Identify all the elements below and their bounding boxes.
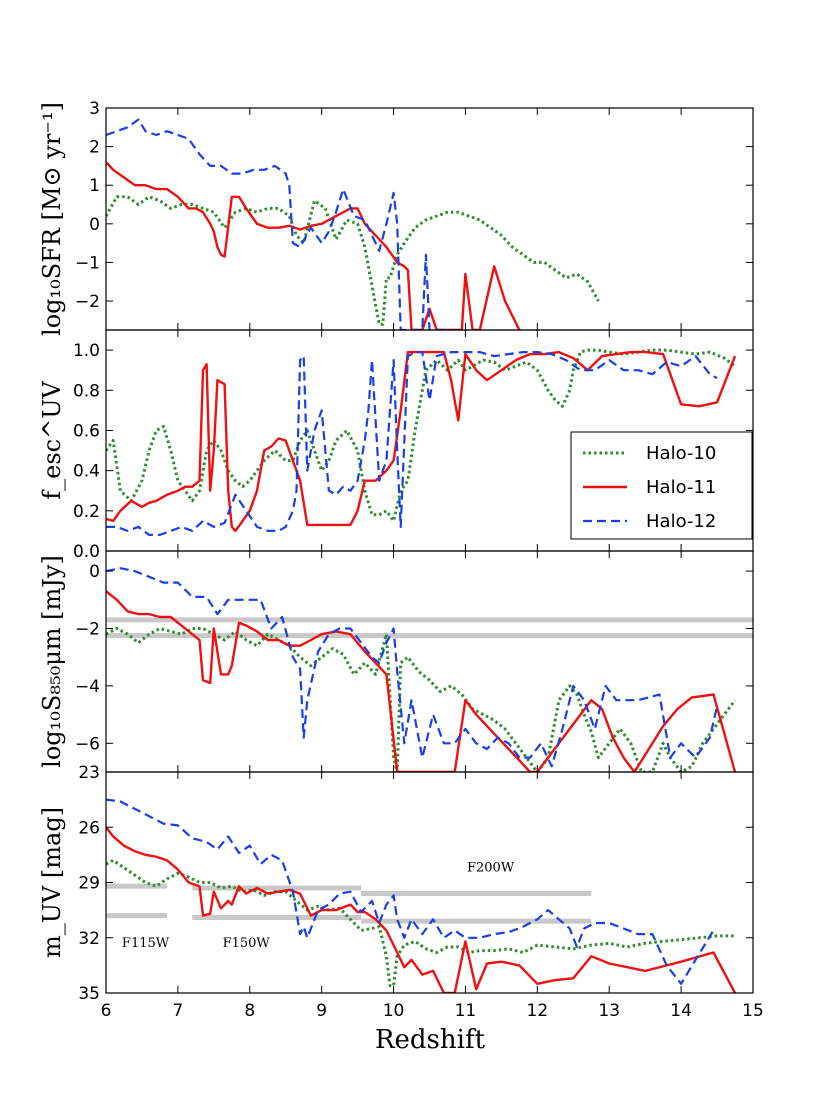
y-tick-label-fesc: 0.8 bbox=[73, 381, 100, 401]
y-tick-label-muv: 26 bbox=[78, 818, 100, 838]
x-tick-label: 8 bbox=[244, 1001, 255, 1021]
series-group-muv bbox=[106, 798, 737, 993]
y-tick-label-fesc: 0.4 bbox=[73, 462, 100, 482]
y-tick-label-fesc: 1.0 bbox=[73, 341, 100, 361]
y-tick-label-sfr: 1 bbox=[89, 176, 100, 196]
series-line-halo-11-sfr bbox=[106, 161, 521, 330]
y-tick-label-muv: 32 bbox=[78, 929, 100, 949]
x-tick-label: 7 bbox=[172, 1001, 183, 1021]
series-line-halo-12-fesc bbox=[106, 351, 718, 536]
filter-label-f115w: F115W bbox=[122, 936, 170, 951]
series-line-halo-10-muv bbox=[106, 858, 735, 988]
panel-muv: F115W F150W F200W 23 26 29 32 35 m_UV [mag] bbox=[38, 763, 754, 1004]
y-tick-label-sfr: −2 bbox=[75, 292, 100, 312]
legend-label-halo-11: Halo-11 bbox=[646, 477, 716, 498]
filter-label-f200w: F200W bbox=[467, 860, 515, 875]
x-tick-label: 15 bbox=[742, 1001, 764, 1021]
y-axis-label-sfr: log₁₀SFR [M⊙ yr⁻¹] bbox=[38, 102, 66, 336]
series-group-s850 bbox=[106, 567, 737, 772]
y-tick-label-s850: 0 bbox=[89, 562, 100, 582]
x-tick-label: 6 bbox=[101, 1001, 112, 1021]
series-group-sfr bbox=[106, 118, 600, 330]
y-axis-label-muv: m_UV [mag] bbox=[38, 807, 66, 958]
x-axis-label: Redshift bbox=[375, 1025, 486, 1055]
series-line-halo-10-sfr bbox=[106, 195, 600, 326]
x-tick-label: 11 bbox=[455, 1001, 477, 1021]
series-line-halo-12-sfr bbox=[106, 118, 444, 330]
x-tick-label: 10 bbox=[383, 1001, 405, 1021]
series-line-halo-12-muv bbox=[106, 798, 715, 985]
legend: Halo-10 Halo-11 Halo-12 bbox=[570, 431, 753, 540]
panel-sfr: 3 2 1 0 −1 −2 log₁₀SFR [M⊙ yr⁻¹] bbox=[38, 99, 754, 336]
x-tick-label: 13 bbox=[598, 1001, 620, 1021]
y-tick-label-s850: −2 bbox=[75, 619, 100, 639]
panel-fesc: 1.0 0.8 0.6 0.4 0.2 0.0 f_esc^UV bbox=[38, 329, 754, 562]
y-tick-label-fesc: 0.0 bbox=[73, 542, 100, 562]
legend-label-halo-12: Halo-12 bbox=[646, 511, 716, 532]
y-axis-label-s850: log₁₀S₈₅₀μm [mJy] bbox=[38, 555, 66, 768]
y-tick-label-s850: −4 bbox=[75, 677, 100, 697]
x-tick-label: 14 bbox=[670, 1001, 692, 1021]
legend-label-halo-10: Halo-10 bbox=[646, 443, 716, 464]
series-line-halo-10-s850 bbox=[106, 627, 737, 772]
y-tick-label-fesc: 0.2 bbox=[73, 502, 100, 522]
series-line-halo-11-fesc bbox=[106, 350, 737, 533]
y-tick-label-muv: 23 bbox=[78, 763, 100, 783]
y-tick-label-sfr: 0 bbox=[89, 215, 100, 235]
y-tick-label-sfr: −1 bbox=[75, 253, 100, 273]
filter-label-f150w: F150W bbox=[223, 936, 271, 951]
series-group-fesc bbox=[106, 348, 737, 536]
series-line-halo-10-fesc bbox=[106, 348, 736, 523]
x-tick-label: 9 bbox=[316, 1001, 327, 1021]
y-tick-label-muv: 29 bbox=[78, 874, 100, 894]
y-tick-label-muv: 35 bbox=[78, 984, 100, 1004]
panel-s850: 0 −2 −4 −6 log₁₀S₈₅₀μm [mJy] bbox=[38, 550, 754, 773]
y-tick-label-sfr: 3 bbox=[89, 99, 100, 119]
y-tick-label-s850: −6 bbox=[75, 734, 100, 754]
series-line-halo-11-s850 bbox=[106, 590, 737, 772]
series-line-halo-11-muv bbox=[106, 826, 737, 993]
series-line-halo-12-s850 bbox=[106, 567, 719, 768]
y-tick-label-fesc: 0.6 bbox=[73, 421, 100, 441]
y-tick-label-sfr: 2 bbox=[89, 138, 100, 158]
x-tick-label: 12 bbox=[527, 1001, 549, 1021]
y-axis-label-fesc: f_esc^UV bbox=[38, 381, 66, 500]
panel-frame-sfr bbox=[105, 107, 754, 331]
